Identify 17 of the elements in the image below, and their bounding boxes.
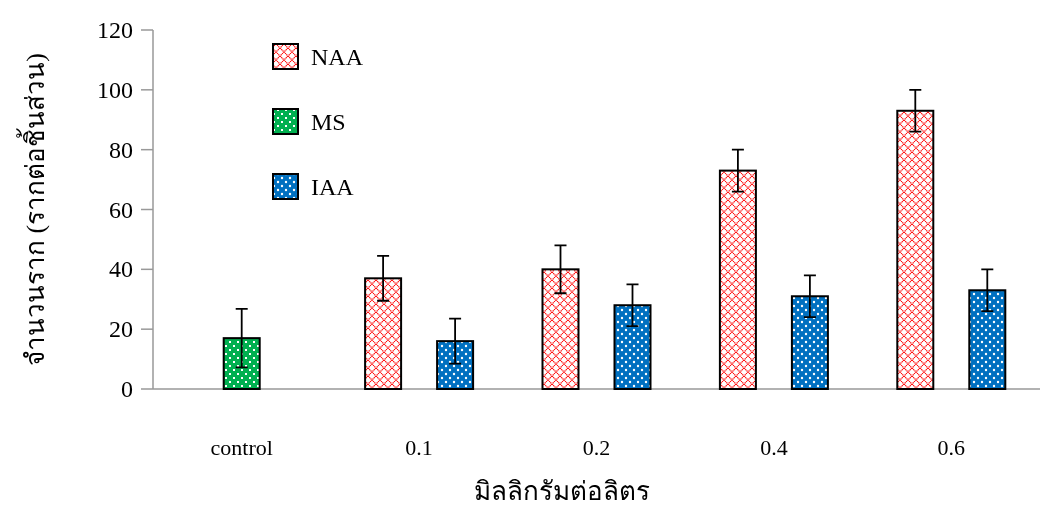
y-axis-title: จำนวนราก (รากต่อชิ้นส่วน) [16,53,50,366]
x-axis-title: มิลลิกรัมต่อลิตร [473,477,650,506]
x-tick-label: 0.4 [760,435,788,460]
x-tick-label: 0.6 [937,435,966,460]
x-tick-label: 0.1 [405,435,433,460]
legend-label: MS [311,109,346,135]
y-tick-label: 100 [97,76,133,103]
y-tick-label: 0 [121,376,133,402]
y-tick-label: 120 [97,17,133,43]
x-tick-label: control [210,435,273,460]
legend-label: NAA [311,44,364,70]
y-tick-label: 80 [109,136,133,163]
y-tick-label: 60 [109,196,133,223]
y-tick-label: 40 [109,256,133,283]
y-tick-label: 20 [109,316,133,343]
x-tick-label: 0.2 [582,435,611,460]
legend-label: IAA [311,174,355,200]
